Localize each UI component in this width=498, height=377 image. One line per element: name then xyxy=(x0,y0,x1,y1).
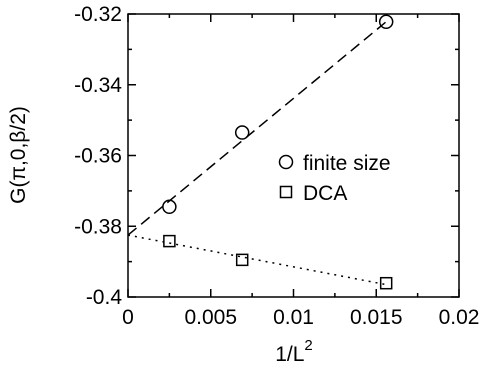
y-tick-label: -0.4 xyxy=(86,286,123,309)
dca-fit-line xyxy=(127,234,387,286)
x-tick-label: 0.005 xyxy=(184,306,237,329)
x-tick-label: 0.015 xyxy=(350,306,403,329)
x-axis-label-sup: 2 xyxy=(304,337,312,354)
y-axis-label: G(π,0,β/2) xyxy=(7,106,30,204)
fit-lines xyxy=(127,21,387,286)
finite-size-point xyxy=(234,125,250,140)
x-axis-label-base: 1/L xyxy=(275,343,304,366)
y-tick-label: -0.32 xyxy=(74,3,122,26)
y-tick-label: -0.38 xyxy=(74,215,122,238)
legend-label: finite size xyxy=(303,152,391,175)
dca-point xyxy=(235,253,249,267)
plot-frame xyxy=(127,13,460,298)
finite-size-fit-line xyxy=(127,21,387,236)
finite-size-point xyxy=(378,14,394,30)
x-axis-label: 1/L2 xyxy=(275,337,313,366)
x-tick-label: 0.01 xyxy=(273,306,314,329)
legend: finite size DCA xyxy=(278,152,391,205)
y-tick-label: -0.36 xyxy=(74,145,122,168)
x-tick-label: 0.02 xyxy=(439,306,480,329)
finite-size-point xyxy=(162,199,177,215)
legend-label: DCA xyxy=(303,182,347,205)
dca-point xyxy=(163,234,176,248)
x-tick-label: 0 xyxy=(122,306,134,329)
dca-point xyxy=(379,276,393,290)
legend-circle-marker xyxy=(278,154,294,170)
ticks: 0 0.005 0.01 0.015 0.02 -0.4 -0.38 -0.36 -0.34 -0… xyxy=(74,3,479,329)
data-markers xyxy=(162,14,394,290)
y-tick-label: -0.34 xyxy=(74,74,122,97)
legend-square-marker xyxy=(279,185,293,199)
